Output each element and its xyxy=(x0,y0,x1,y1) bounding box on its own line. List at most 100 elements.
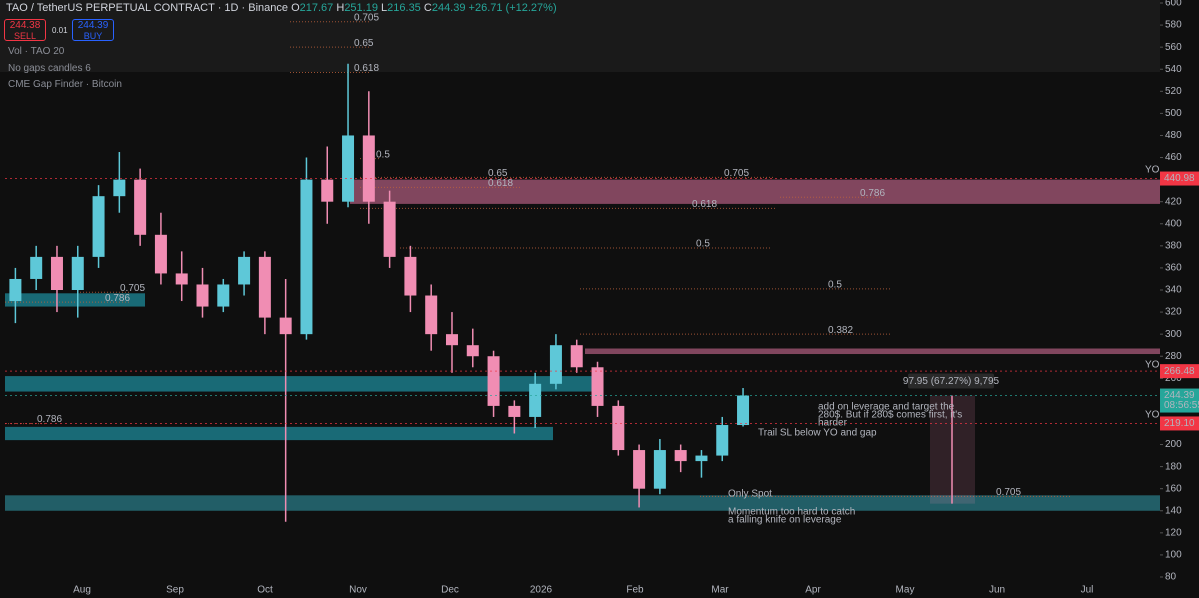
candle-body xyxy=(716,425,729,456)
y-tick-label: 140 xyxy=(1165,505,1182,516)
fib-label: 0.705 xyxy=(354,12,379,23)
fib-label: 0.5 xyxy=(376,149,390,160)
x-tick-label: Dec xyxy=(441,585,459,596)
price-tag: 266.48 xyxy=(1164,366,1195,377)
candle-body xyxy=(466,345,479,357)
candle-body xyxy=(508,405,521,417)
candle-body xyxy=(238,256,251,285)
zone xyxy=(5,426,553,441)
annotation: 280$. But if 280$ comes first, it's xyxy=(818,410,962,421)
quote-key: O xyxy=(291,2,300,14)
price-tag: 440.98 xyxy=(1164,173,1195,184)
measure-label: 97.95 (67.27%) 9,795 xyxy=(903,376,1000,387)
y-tick-label: 120 xyxy=(1165,527,1182,538)
y-tick-label: 560 xyxy=(1165,42,1182,53)
candle-body xyxy=(487,356,500,406)
x-tick-label: Mar xyxy=(711,585,729,596)
candle-body xyxy=(113,179,126,197)
zone xyxy=(5,376,595,392)
fib-label: 0.786 xyxy=(105,293,130,304)
x-tick-label: Jul xyxy=(1081,585,1094,596)
candle-body xyxy=(425,295,438,335)
candle-body xyxy=(175,273,188,285)
candle-body xyxy=(71,256,84,290)
annotation: harder xyxy=(818,418,848,429)
zone xyxy=(585,348,1160,355)
candle-body xyxy=(549,345,562,384)
quote-value: 244.39 xyxy=(431,2,466,14)
zone xyxy=(5,293,145,307)
y-tick-label: 80 xyxy=(1165,572,1177,583)
fib-label: 0.786 xyxy=(37,414,62,425)
candle-body xyxy=(362,135,375,202)
indicator[interactable]: No gaps candles 6 xyxy=(8,63,91,74)
buy-button[interactable]: 244.39 BUY xyxy=(72,19,114,41)
candle-body xyxy=(300,179,313,335)
spread: 0.01 xyxy=(52,26,68,35)
candle-body xyxy=(196,284,209,307)
price-tag-bg xyxy=(1160,388,1199,413)
x-tick-label: Feb xyxy=(626,585,644,596)
measure-label-bg xyxy=(908,373,994,389)
fib-label: 0.65 xyxy=(488,168,508,179)
fib-label: 0.65 xyxy=(354,38,374,49)
candle-body xyxy=(134,179,147,235)
candle-body xyxy=(92,196,105,257)
y-tick-label: 320 xyxy=(1165,307,1182,318)
y-tick-label: 300 xyxy=(1165,329,1182,340)
candle-body xyxy=(445,334,458,346)
fib-label: 0.705 xyxy=(996,487,1021,498)
candle-body xyxy=(342,135,355,202)
fib-label: 0.618 xyxy=(354,63,379,74)
fib-label: 0.5 xyxy=(828,280,842,291)
indicator[interactable]: Vol · TAO 20 xyxy=(8,46,65,57)
y-tick-label: 340 xyxy=(1165,285,1182,296)
candle-body xyxy=(217,284,230,307)
symbol-title: TAO / TetherUS PERPETUAL CONTRACT · 1D ·… xyxy=(6,2,289,14)
y-tick-label: 180 xyxy=(1165,461,1182,472)
y-tick-label: 540 xyxy=(1165,64,1182,75)
top-band xyxy=(0,0,1160,72)
fib-label: 0.705 xyxy=(724,168,749,179)
candle-body xyxy=(633,450,646,489)
x-tick-label: Oct xyxy=(257,585,273,596)
y-tick-label: 400 xyxy=(1165,218,1182,229)
quote-key: L xyxy=(381,2,388,14)
annotation: Only Spot xyxy=(728,489,772,500)
y-tick-label: 420 xyxy=(1165,196,1182,207)
sell-button[interactable]: 244.38 SELL xyxy=(4,19,46,41)
quote-value: 216.35 xyxy=(387,2,421,14)
fib-label: 0.618 xyxy=(692,199,717,210)
y-tick-label: 460 xyxy=(1165,152,1182,163)
y-tick-label: 380 xyxy=(1165,240,1182,251)
candle-body xyxy=(154,234,167,274)
quote: O217.67 H251.19 L216.35 C244.39 xyxy=(291,2,468,14)
candle-body xyxy=(30,256,43,279)
candle-body xyxy=(570,345,583,368)
fib-label: 0.705 xyxy=(120,283,145,294)
x-tick-label: Nov xyxy=(349,585,367,596)
quote-value: 251.19 xyxy=(344,2,378,14)
candle-body xyxy=(383,201,396,257)
candle-body xyxy=(737,395,750,426)
buy-price: 244.39 xyxy=(77,20,109,31)
header: TAO / TetherUS PERPETUAL CONTRACT · 1D ·… xyxy=(6,2,557,14)
fib-label: 0.382 xyxy=(828,325,853,336)
annotation: add on leverage and target the xyxy=(818,402,955,413)
indicator[interactable]: CME Gap Finder · Bitcoin xyxy=(8,79,122,90)
quote-value: 217.67 xyxy=(299,2,334,14)
x-tick-label: May xyxy=(896,585,915,596)
candle-body xyxy=(529,383,542,417)
buy-label: BUY xyxy=(83,31,103,41)
x-tick-label: Jun xyxy=(989,585,1005,596)
sell-price: 244.38 xyxy=(9,20,41,31)
y-tick-label: 580 xyxy=(1165,20,1182,31)
candle-body xyxy=(591,367,604,406)
annotation: Momentum too hard to catch xyxy=(728,507,855,518)
candle-body xyxy=(695,455,708,462)
y-tick-label: 520 xyxy=(1165,86,1182,97)
candle-body xyxy=(653,450,666,489)
candle-body xyxy=(9,278,22,302)
candle-body xyxy=(50,256,63,290)
